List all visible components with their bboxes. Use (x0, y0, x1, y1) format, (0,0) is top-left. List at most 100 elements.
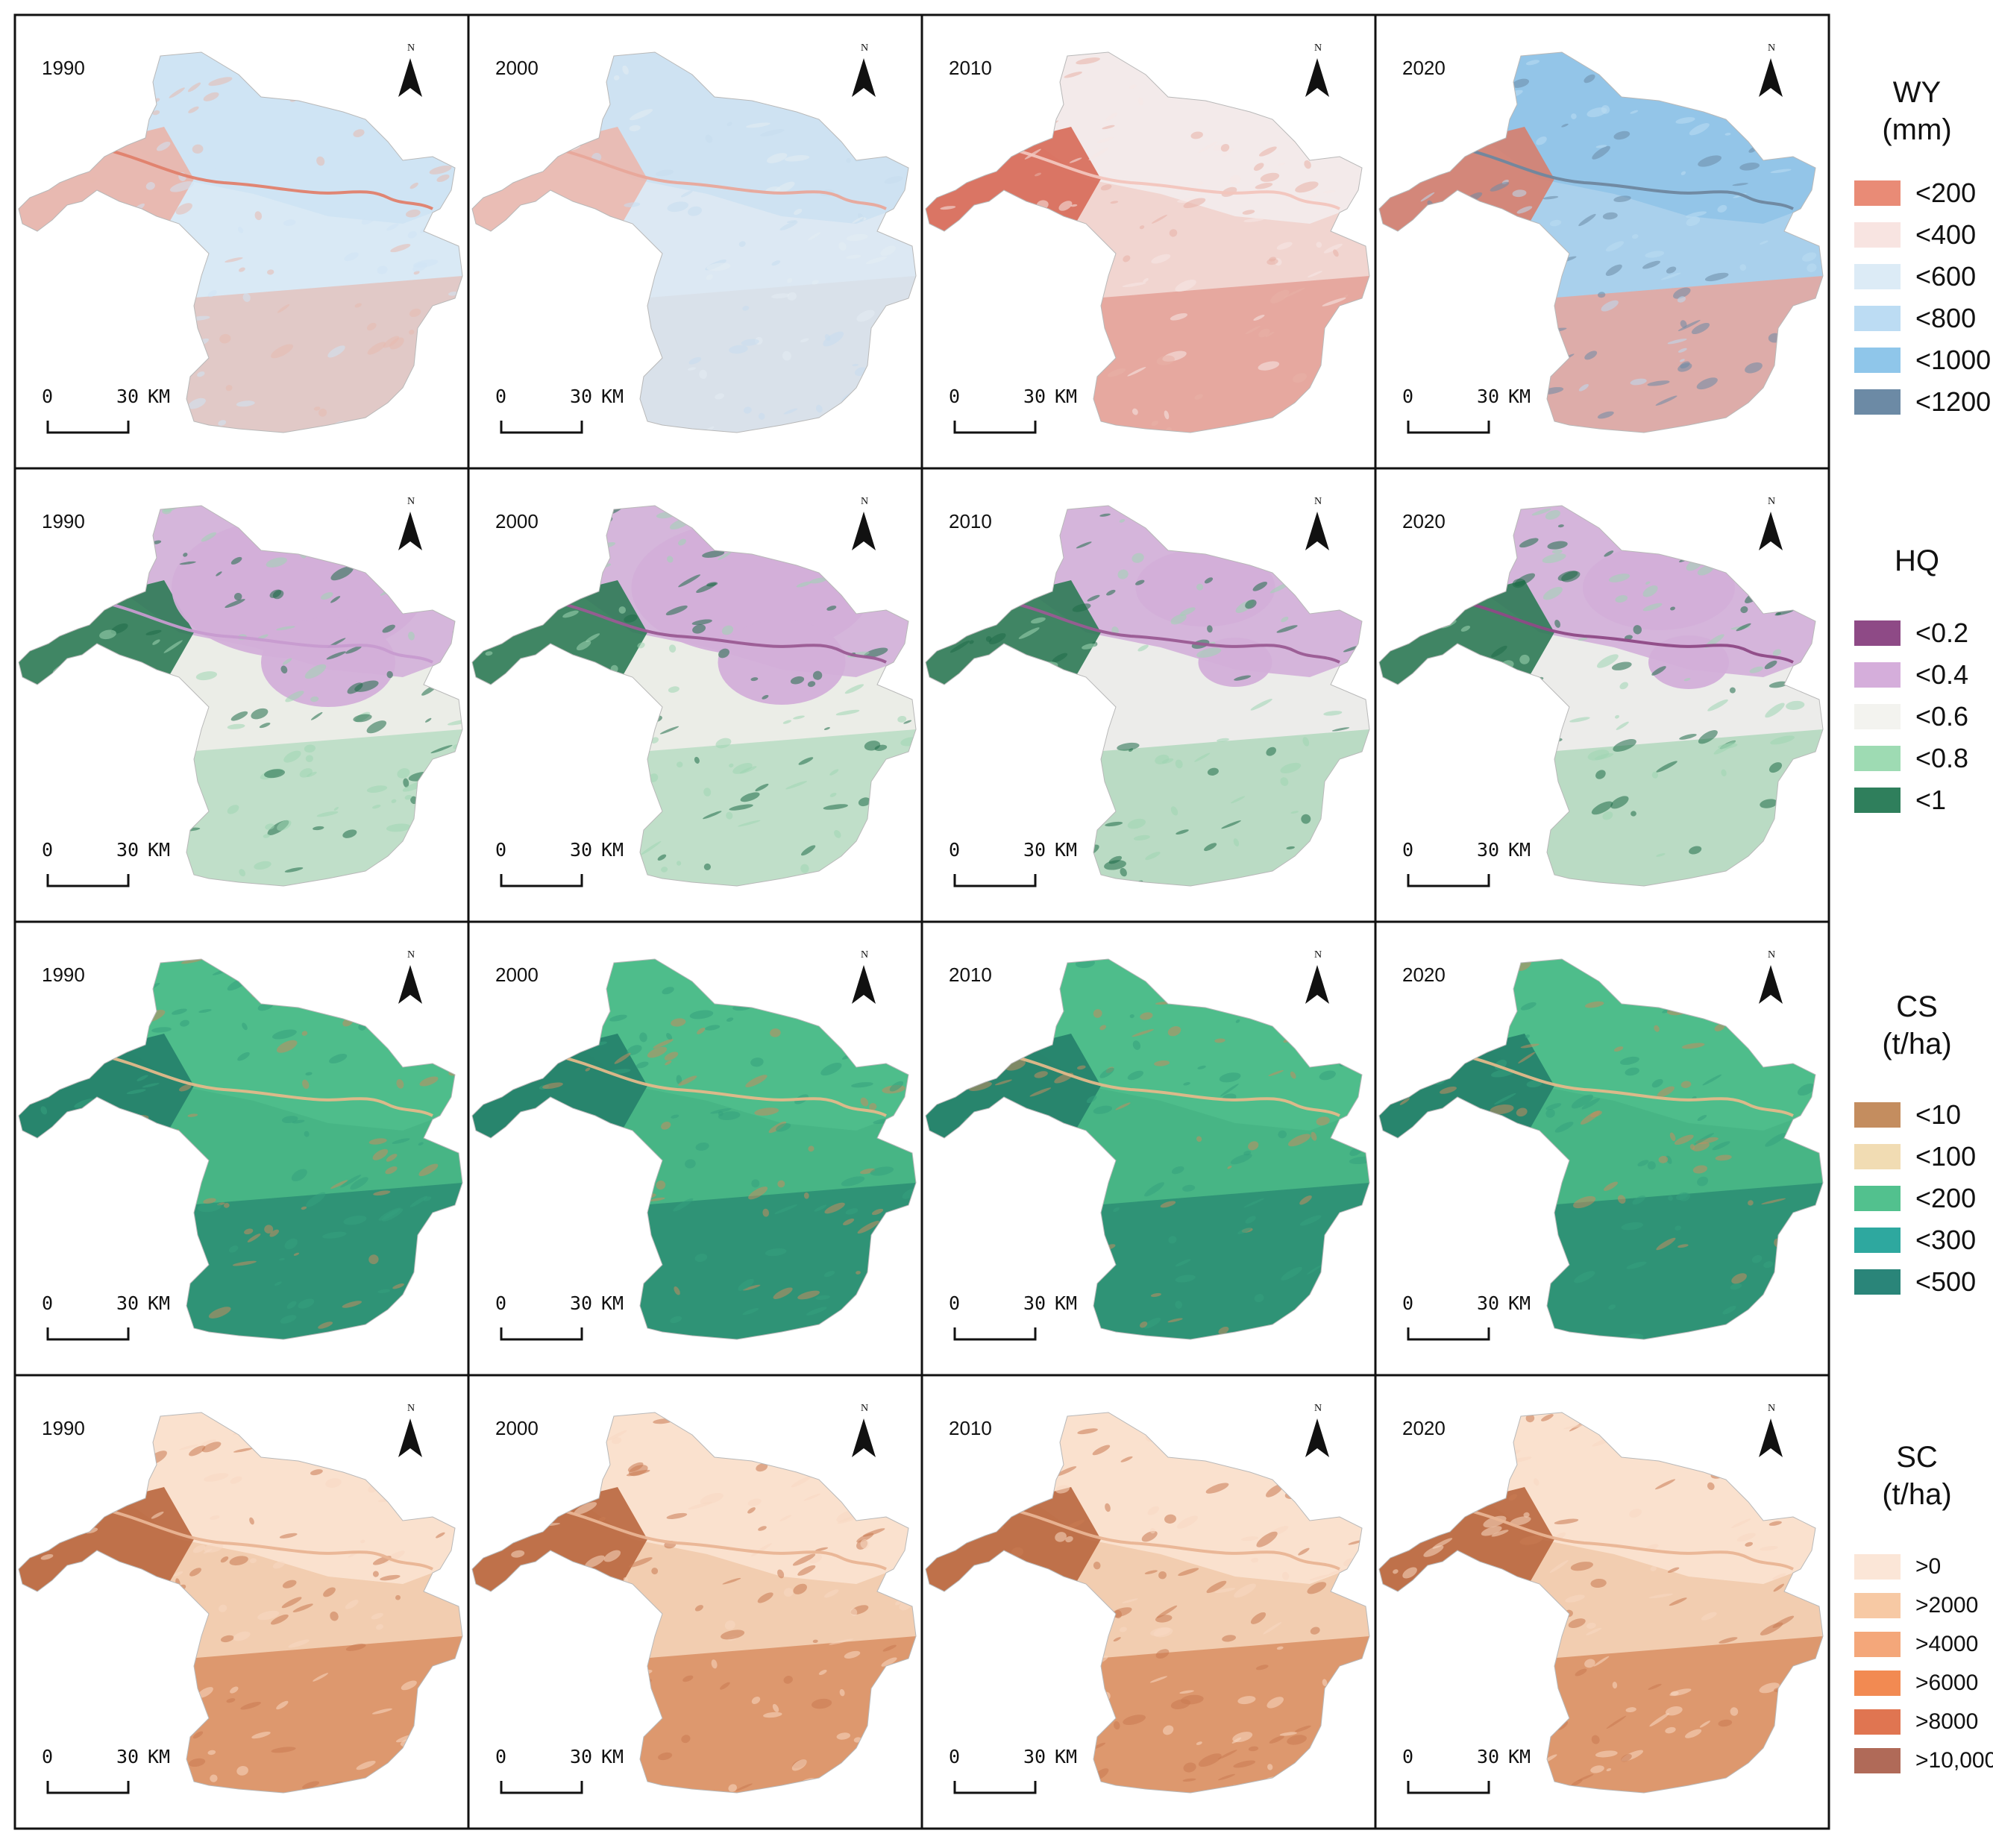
panel-hq-1990: 1990 N 0 30 KM (13, 467, 470, 923)
legend-item: <1000 (1854, 345, 1991, 375)
svg-text:30: 30 (1023, 386, 1046, 407)
legend-item: <1200 (1854, 386, 1992, 417)
legend-label: <500 (1915, 1266, 1977, 1297)
svg-text:30: 30 (116, 839, 139, 861)
scale-bar: 0 30 KM (1402, 839, 1531, 887)
legend-label: >6000 (1915, 1671, 1979, 1695)
svg-text:30: 30 (570, 1746, 592, 1767)
legend-swatch (1854, 1228, 1901, 1253)
svg-text:KM: KM (1508, 386, 1531, 407)
panel-wy-2020: 2020 N 0 30 KM (1374, 13, 1830, 470)
svg-text:N: N (861, 496, 868, 507)
svg-text:N: N (407, 949, 415, 961)
panel-hq-2010: 2010 N 0 30 KM (920, 467, 1377, 923)
legend-swatch (1854, 620, 1901, 646)
legend-swatch (1854, 662, 1901, 688)
svg-text:0: 0 (1402, 1292, 1413, 1314)
scale-bar: 0 30 KM (42, 1746, 170, 1794)
svg-text:N: N (1314, 1403, 1322, 1414)
svg-text:30: 30 (1023, 1746, 1046, 1767)
svg-text:0: 0 (42, 1292, 53, 1314)
svg-text:N: N (1768, 43, 1775, 54)
north-arrow-icon: N (398, 496, 422, 550)
panel-wy-2000: 2000 N 0 30 KM (467, 13, 923, 470)
svg-text:KM: KM (601, 1292, 624, 1314)
svg-text:KM: KM (148, 1746, 170, 1767)
legend-label: <400 (1915, 219, 1977, 250)
scale-bar: 0 30 KM (495, 1292, 624, 1341)
north-arrow-icon: N (1305, 1403, 1329, 1457)
legend-swatch (1854, 1269, 1901, 1295)
legend-item: <300 (1854, 1225, 1977, 1255)
legend-swatch (1854, 746, 1901, 771)
scale-bar: 0 30 KM (495, 386, 624, 434)
year-label: 1990 (42, 510, 85, 532)
svg-text:N: N (1768, 949, 1775, 961)
year-label: 2020 (1402, 964, 1446, 986)
svg-text:30: 30 (1477, 1292, 1499, 1314)
panel-cs-1990: 1990 N 0 30 KM (13, 920, 470, 1377)
svg-text:N: N (861, 43, 868, 54)
svg-text:N: N (1314, 496, 1322, 507)
svg-text:30: 30 (1023, 1292, 1046, 1314)
panel-wy-2010: 2010 N 0 30 KM (920, 13, 1377, 470)
legend-label: >8000 (1915, 1709, 1979, 1734)
north-arrow-icon: N (852, 1403, 876, 1457)
svg-text:N: N (407, 496, 415, 507)
panel-wy-1990: 1990 N 0 30 KM (13, 13, 470, 470)
year-label: 2000 (495, 510, 539, 532)
legend-label: <0.2 (1915, 617, 1969, 648)
legend-label: <0.6 (1915, 701, 1969, 732)
panel-sc-1990: 1990 N 0 30 KM (13, 1374, 470, 1830)
legend-swatch (1854, 1593, 1901, 1618)
panel-cs-2020: 2020 N 0 30 KM (1374, 920, 1830, 1377)
svg-text:0: 0 (495, 839, 506, 861)
legend-title-wy: WY (1892, 76, 1942, 109)
svg-text:N: N (1768, 496, 1775, 507)
legend-swatch (1854, 704, 1901, 729)
north-arrow-icon: N (1305, 949, 1329, 1004)
legend-label: >10,000 (1915, 1748, 1993, 1773)
svg-text:30: 30 (1477, 839, 1499, 861)
north-arrow-icon: N (1759, 949, 1783, 1004)
legend-item: <0.4 (1854, 659, 1968, 690)
legend-item: >2000 (1854, 1591, 1978, 1620)
panel-hq-2020: 2020 N 0 30 KM (1374, 467, 1830, 923)
legend-swatch (1854, 1186, 1901, 1211)
svg-text:KM: KM (601, 1746, 624, 1767)
svg-text:KM: KM (148, 1292, 170, 1314)
year-label: 2010 (949, 964, 992, 986)
legend-item: <0.6 (1854, 701, 1969, 732)
year-label: 2020 (1402, 1417, 1446, 1439)
legend-item: >0 (1854, 1553, 1941, 1581)
legend-item: <600 (1854, 261, 1976, 292)
svg-text:30: 30 (1477, 1746, 1499, 1767)
svg-text:KM: KM (1055, 839, 1077, 861)
svg-text:0: 0 (1402, 1746, 1413, 1767)
year-label: 2000 (495, 1417, 539, 1439)
legend-label: <100 (1915, 1141, 1977, 1172)
svg-text:0: 0 (949, 386, 960, 407)
year-label: 1990 (42, 57, 85, 79)
legend-label: <300 (1915, 1225, 1977, 1255)
legend-swatch (1854, 1748, 1901, 1773)
svg-text:0: 0 (495, 386, 506, 407)
panel-cs-2000: 2000 N 0 30 KM (467, 920, 923, 1377)
north-arrow-icon: N (1305, 496, 1329, 550)
svg-text:30: 30 (570, 839, 592, 861)
year-label: 2020 (1402, 57, 1446, 79)
svg-text:30: 30 (116, 1746, 139, 1767)
legend-label: <1200 (1915, 386, 1992, 417)
legend-item: >6000 (1854, 1669, 1978, 1697)
year-label: 2020 (1402, 510, 1446, 532)
year-label: 1990 (42, 1417, 85, 1439)
svg-text:0: 0 (1402, 839, 1413, 861)
legend-swatch (1854, 1709, 1901, 1735)
svg-text:0: 0 (949, 839, 960, 861)
svg-text:0: 0 (42, 386, 53, 407)
legend-item: <1 (1854, 785, 1946, 815)
legend-unit-sc: (t/ha) (1882, 1478, 1952, 1511)
svg-text:N: N (1768, 1403, 1775, 1414)
panel-cs-2010: 2010 N 0 30 KM (920, 920, 1377, 1377)
legend-swatch (1854, 1554, 1901, 1580)
